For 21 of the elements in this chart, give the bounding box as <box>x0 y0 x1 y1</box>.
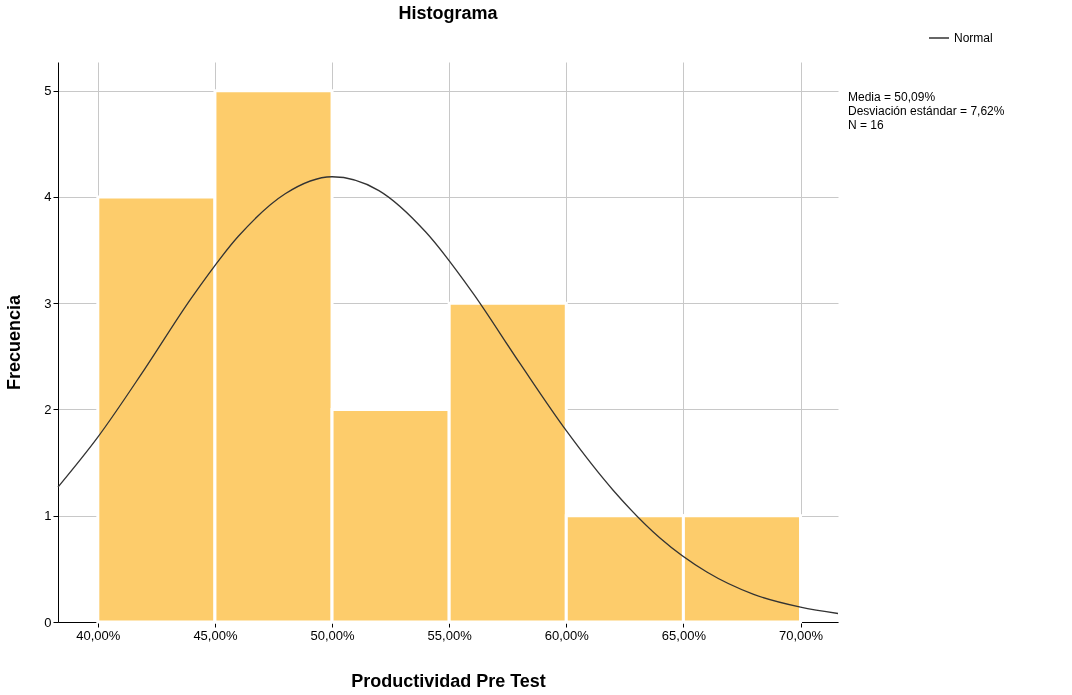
y-tick-label: 3 <box>44 295 52 311</box>
y-tick-label: 2 <box>44 401 52 417</box>
y-tick-label: 0 <box>44 614 52 630</box>
text: N = 16 <box>848 118 885 132</box>
x-tick-label: 50,00% <box>310 627 356 643</box>
x-tick-label: 45,00% <box>193 627 238 643</box>
y-tick-label: 1 <box>44 508 52 524</box>
line-series <box>57 176 839 615</box>
y-tick-label: 5 <box>44 83 52 99</box>
x-tick-label: 60,00% <box>544 627 590 643</box>
x-tick-label: 40,00% <box>76 627 121 643</box>
text: Desviación estándar = 7,62% <box>848 104 1005 118</box>
y-axis-title: Frecuencia <box>4 293 25 391</box>
y-tick-label: 4 <box>44 189 52 205</box>
x-axis-title: Productividad Pre Test <box>351 670 546 691</box>
legend-label: Normal <box>954 31 993 45</box>
chart-title: Histograma <box>398 3 499 23</box>
x-tick-label: 55,00% <box>427 627 473 643</box>
text: Media = 50,09% <box>848 90 936 104</box>
x-tick-label: 65,00% <box>661 627 707 643</box>
x-tick-label: 70,00% <box>778 627 824 643</box>
